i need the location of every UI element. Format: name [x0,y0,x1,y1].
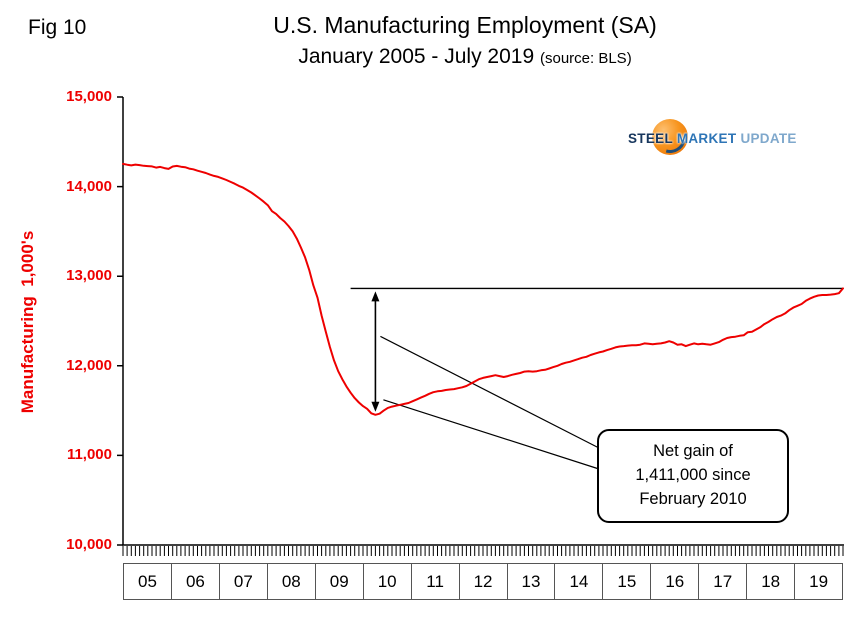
year-cell: 11 [412,564,460,599]
callout-text-line2: 1,411,000 since [635,465,751,484]
year-cell: 16 [651,564,700,599]
y-axis-ticks [117,96,123,546]
callout-text-line1: Net gain of [653,442,733,460]
logo-globe-icon [652,119,688,155]
year-cell: 19 [809,571,829,591]
year-cell: 18 [747,564,796,599]
y-tick-label: 13,000 [66,267,112,284]
figure-number-label: Fig 10 [28,16,87,39]
chart-title-block: U.S. Manufacturing Employment (SA) Janua… [75,12,855,69]
steel-market-update-logo: STEEL MARKET UPDATE [628,118,797,158]
logo-word-steel: STEEL [628,131,673,146]
callout-leader-line-1 [380,335,600,449]
employment-series-line [122,162,844,416]
year-cell: 15 [603,564,652,599]
x-axis-year-labels: 05 06 07 08 09 10 11 12 13 14 15 16 17 18 19 [123,563,843,600]
net-gain-callout: Net gain of 1,411,000 since February 201… [597,429,789,523]
callout-text-line3: February 2010 [639,489,747,508]
y-tick-label: 12,000 [66,357,112,374]
logo-word-update: UPDATE [740,131,797,146]
year-cell: 10 [364,564,412,599]
year-cell: 17 [699,564,748,599]
year-cell: 05 [124,564,172,599]
logo-word-market: MARKET [676,131,737,146]
y-tick-label: 10,000 [66,536,112,553]
year-cell: 06 [172,564,220,599]
chart-date-range: January 2005 - July 2019 [298,45,535,68]
y-tick-label: 14,000 [66,178,112,195]
chart-source-label: (source: BLS) [539,50,632,67]
year-cell: 07 [220,564,268,599]
y-tick-label: 15,000 [66,88,112,105]
logo-text: STEEL MARKET UPDATE [628,131,797,146]
arrow-head-down-icon [371,401,380,412]
x-axis-month-ticks [122,546,844,556]
chart-title: U.S. Manufacturing Employment (SA) [273,12,657,38]
chart-subtitle: January 2005 - July 2019 (source: BLS) [75,45,855,69]
year-cell: 12 [460,564,508,599]
year-cell: 14 [555,564,604,599]
arrow-head-up-icon [371,291,380,302]
year-cell: 13 [508,564,556,599]
year-cell: 09 [316,564,364,599]
year-cell: 08 [268,564,316,599]
callout-leader-line-2 [383,399,600,470]
y-tick-label: 11,000 [66,446,112,463]
